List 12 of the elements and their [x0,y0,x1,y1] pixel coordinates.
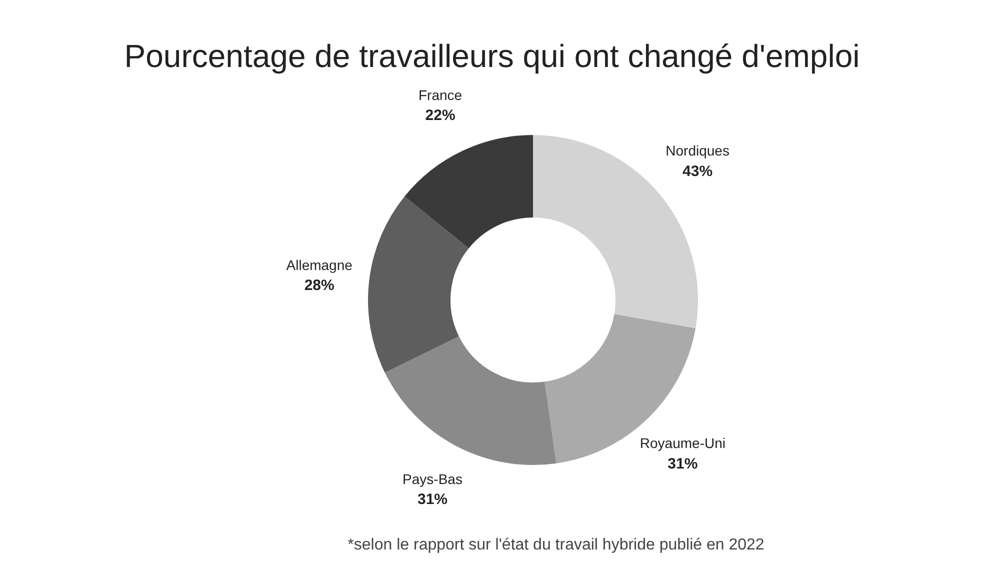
data-label: 31% [668,455,698,472]
slice-label: Nordiques [666,142,730,158]
data-label: 31% [417,491,448,508]
data-label: 43% [682,162,713,180]
slice-label: Pays-Bas [402,470,462,487]
chart-title: Pourcentage de travailleurs qui ont changé d'emploi [124,38,860,74]
data-label: 22% [425,107,456,124]
slice-label: Royaume-Uni [640,435,726,452]
slice-label: Allemagne [286,256,353,273]
data-label: 28% [304,277,334,294]
slice-label: France [418,86,462,103]
text: *selon le rapport sur l'état du travail hybride publié en 2022 [348,536,764,554]
